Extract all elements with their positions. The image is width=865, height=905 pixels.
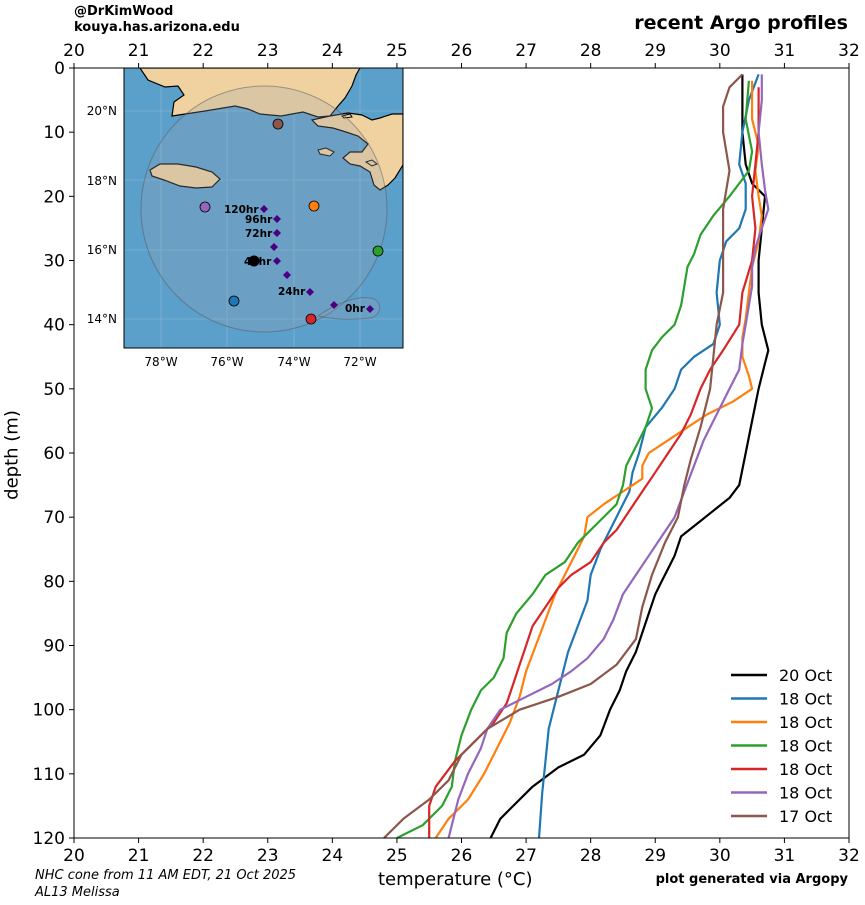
x-tick-label-bottom: 26 [451, 846, 473, 866]
x-tick-label-top: 21 [128, 41, 150, 61]
x-axis-label: temperature (°C) [378, 869, 533, 890]
y-tick-label: 80 [43, 572, 65, 592]
forecast-label: 24hr [278, 286, 306, 298]
x-tick-label-top: 26 [451, 41, 473, 61]
nhc-cone-note: NHC cone from 11 AM EDT, 21 Oct 2025 [35, 868, 297, 883]
x-tick-label-top: 32 [838, 41, 860, 61]
y-tick-label: 60 [43, 444, 65, 464]
ticks-layer: 20 20 21 21 22 22 23 23 24 24 25 25 26 26 27 27 28 28 29 29… [33, 41, 860, 866]
y-tick-label: 50 [43, 380, 65, 400]
legend-label-3: 18 Oct [779, 737, 832, 756]
series-layer [383, 73, 770, 839]
map-lon-label: 76°W [210, 355, 243, 369]
x-tick-label-top: 30 [709, 41, 731, 61]
y-tick-label: 10 [43, 123, 65, 143]
y-tick-label: 40 [43, 316, 65, 336]
map-lat-label: 18°N [87, 174, 117, 188]
land-tortuga [341, 113, 353, 119]
map-lon-label: 74°W [277, 355, 310, 369]
series-line-4 [428, 87, 760, 838]
series-line-2 [434, 80, 763, 839]
y-axis-label: depth (m) [1, 410, 23, 500]
x-tick-label-bottom: 22 [192, 846, 214, 866]
x-tick-label-top: 31 [774, 41, 796, 61]
map-lat-label: 16°N [87, 243, 117, 257]
legend-label-0: 20 Oct [779, 666, 832, 685]
x-tick-label-bottom: 23 [257, 846, 279, 866]
credit-site: kouya.has.arizona.edu [74, 20, 240, 35]
land-jamaica [149, 163, 221, 189]
x-tick-label-bottom: 24 [322, 846, 344, 866]
x-tick-label-top: 22 [192, 41, 214, 61]
legend-label-2: 18 Oct [779, 713, 832, 732]
forecast-label: 48hr [244, 256, 272, 268]
y-tick-label: 90 [43, 637, 65, 657]
series-line-3 [396, 80, 754, 839]
map-lon-label: 78°W [144, 355, 177, 369]
y-tick-label: 120 [33, 829, 65, 849]
x-tick-label-top: 23 [257, 41, 279, 61]
forecast-label: 72hr [245, 228, 273, 240]
y-tick-label: 110 [33, 765, 65, 785]
y-tick-label: 20 [43, 187, 65, 207]
forecast-label: 0hr [345, 303, 366, 315]
x-tick-label-top: 20 [63, 41, 85, 61]
x-tick-label-bottom: 20 [63, 846, 85, 866]
x-tick-label-bottom: 25 [386, 846, 408, 866]
float-marker-green [372, 245, 384, 257]
credit-handle: @DrKimWood [74, 4, 174, 19]
y-tick-label: 70 [43, 508, 65, 528]
x-tick-label-bottom: 27 [515, 846, 537, 866]
x-tick-label-bottom: 29 [644, 846, 666, 866]
x-tick-label-top: 25 [386, 41, 408, 61]
x-tick-label-bottom: 30 [709, 846, 731, 866]
x-tick-label-bottom: 31 [774, 846, 796, 866]
chart-title: recent Argo profiles [634, 12, 848, 34]
forecast-label: 96hr [245, 214, 273, 226]
float-marker-purple [199, 201, 211, 213]
forecast-cone-tail [316, 297, 381, 320]
legend-label-6: 17 Oct [779, 807, 832, 826]
legend-label-5: 18 Oct [779, 784, 832, 803]
map-lon-label: 72°W [343, 355, 376, 369]
legend-label-1: 18 Oct [779, 690, 832, 709]
legend-label-4: 18 Oct [779, 760, 832, 779]
storm-current-position [248, 255, 260, 267]
float-marker-blue [228, 295, 240, 307]
series-line-6 [383, 73, 744, 839]
float-marker-orange [308, 200, 320, 212]
forecast-track [260, 205, 374, 313]
land-gonave [317, 147, 335, 157]
x-tick-label-bottom: 28 [580, 846, 602, 866]
series-line-5 [447, 74, 770, 839]
y-tick-label: 100 [33, 701, 65, 721]
inset-map: 120hr 96hr 72hr 48hr 24hr 0hr 20°N 18°N … [87, 67, 404, 369]
y-tick-label: 0 [54, 59, 65, 79]
generated-note: plot generated via Argopy [655, 872, 848, 887]
map-lat-label: 20°N [87, 104, 117, 118]
storm-name: AL13 Melissa [35, 885, 120, 900]
forecast-label: 120hr [224, 204, 259, 216]
x-tick-label-top: 24 [322, 41, 344, 61]
float-marker-red [305, 313, 317, 325]
float-marker-brown [272, 118, 284, 130]
x-tick-label-bottom: 21 [128, 846, 150, 866]
land-hispaniola [310, 112, 403, 191]
map-frame [123, 67, 404, 349]
x-tick-label-bottom: 32 [838, 846, 860, 866]
legend: 20 Oct 18 Oct 18 Oct 18 Oct 18 Oct 18 Oct 17 O… [731, 666, 832, 826]
y-tick-label: 30 [43, 252, 65, 272]
x-tick-label-top: 28 [580, 41, 602, 61]
land-small-island [364, 159, 378, 167]
x-tick-label-top: 27 [515, 41, 537, 61]
map-lat-label: 14°N [87, 312, 117, 326]
x-tick-label-top: 29 [644, 41, 666, 61]
land-cuba [139, 68, 361, 118]
